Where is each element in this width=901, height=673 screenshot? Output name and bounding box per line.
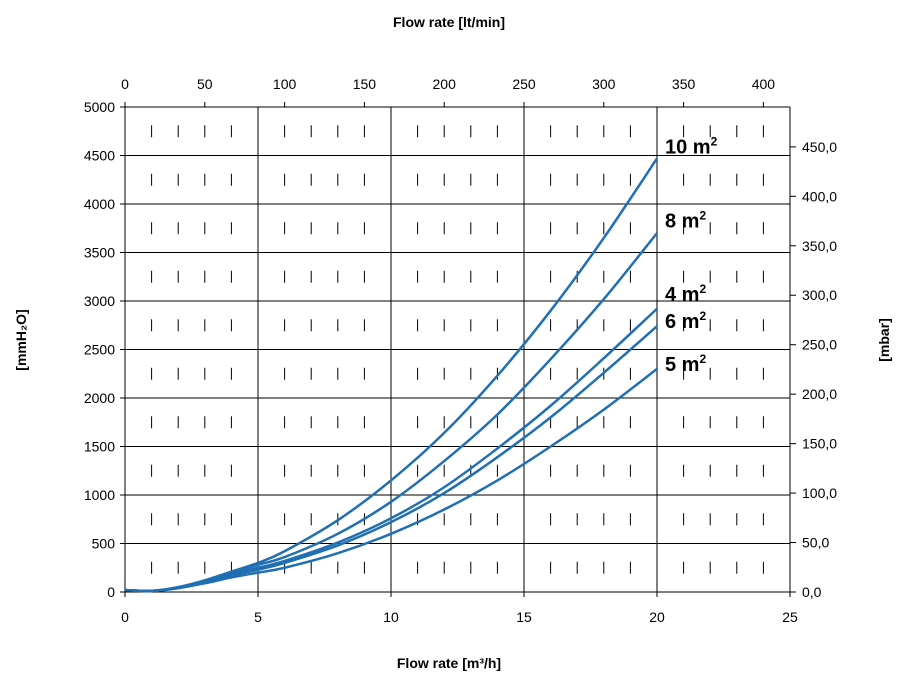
y-right-tick-label: 350,0 [802, 238, 837, 254]
x-bottom-tick-label: 0 [121, 609, 129, 625]
y-right-tick-label: 450,0 [802, 139, 837, 155]
x-bottom-tick-label: 25 [782, 609, 798, 625]
x-top-tick-label: 50 [197, 76, 213, 92]
series-label: 5 m2 [665, 352, 706, 376]
y-left-tick-label: 3500 [84, 245, 115, 261]
x-top-tick-label: 150 [353, 76, 377, 92]
x-top-tick-label: 300 [592, 76, 616, 92]
y-right-tick-label: 250,0 [802, 337, 837, 353]
y-right-tick-label: 100,0 [802, 485, 837, 501]
series-group [124, 157, 659, 593]
x-bottom-tick-label: 5 [254, 609, 262, 625]
y-left-tick-label: 3000 [84, 293, 115, 309]
x-bottom-tick-label: 15 [516, 609, 532, 625]
y-left-tick-label: 0 [107, 584, 115, 600]
y-left-tick-label: 1500 [84, 439, 115, 455]
grid [124, 106, 791, 593]
x-top-tick-label: 400 [752, 76, 776, 92]
tick-labels: 0500100015002000250030003500400045005000… [84, 76, 837, 625]
series-line-5-m [124, 367, 658, 593]
y-left-tick-label: 5000 [84, 99, 115, 115]
x-top-tick-label: 100 [273, 76, 297, 92]
y-right-tick-label: 150,0 [802, 436, 837, 452]
x-top-axis-title: Flow rate [lt/min] [393, 14, 505, 30]
series-label: 6 m2 [665, 309, 706, 333]
y-left-axis-title: [mmH₂O] [13, 309, 29, 370]
x-bottom-tick-label: 10 [383, 609, 399, 625]
y-left-tick-label: 2000 [84, 390, 115, 406]
series-label: 4 m2 [665, 282, 706, 306]
grid-minor-dashes [151, 125, 764, 574]
y-right-tick-label: 200,0 [802, 386, 837, 402]
x-bottom-tick-label: 20 [649, 609, 665, 625]
y-right-tick-label: 0,0 [802, 584, 822, 600]
x-top-tick-label: 0 [121, 76, 129, 92]
y-right-tick-label: 50,0 [802, 535, 829, 551]
x-top-tick-label: 250 [512, 76, 536, 92]
y-left-tick-label: 4000 [84, 196, 115, 212]
y-left-tick-label: 4500 [84, 148, 115, 164]
x-top-tick-label: 200 [433, 76, 457, 92]
x-bottom-axis-title: Flow rate [m³/h] [397, 655, 501, 671]
y-left-tick-label: 2500 [84, 342, 115, 358]
y-right-tick-label: 300,0 [802, 287, 837, 303]
series-label: 10 m2 [665, 135, 718, 159]
series-label: 8 m2 [665, 208, 706, 232]
y-left-tick-label: 500 [92, 536, 116, 552]
y-right-axis-title: [mbar] [876, 318, 892, 362]
axes [120, 102, 796, 597]
y-left-tick-label: 1000 [84, 487, 115, 503]
y-right-tick-label: 400,0 [802, 188, 837, 204]
x-top-tick-label: 350 [672, 76, 696, 92]
